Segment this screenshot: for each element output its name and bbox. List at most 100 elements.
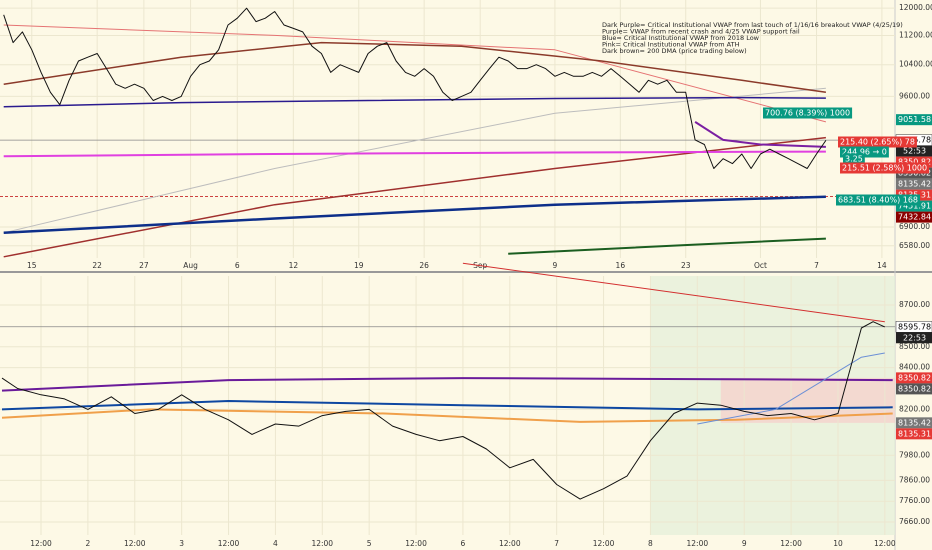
- y-tick-label: 8700.00: [899, 300, 930, 309]
- price-tag-label: 8135.42: [898, 418, 931, 427]
- x-tick-label: 19: [354, 261, 364, 270]
- x-tick-label: 12:00: [780, 539, 802, 548]
- y-tick-label: 9600.00: [899, 91, 930, 100]
- y-tick-label: 11200.00: [899, 30, 932, 39]
- series-line: [1, 377, 893, 392]
- y-tick-label: 8200.00: [899, 404, 930, 413]
- price-tag-label: 7451.91: [898, 202, 931, 211]
- price-tag: [896, 428, 932, 440]
- series-line: [3, 150, 826, 158]
- x-tick-label: 5: [367, 539, 372, 548]
- price-tag-label: 9051.58: [898, 115, 931, 124]
- price-tag: [896, 156, 932, 168]
- x-tick-label: 4: [273, 539, 278, 548]
- x-tick-label: 22: [92, 261, 102, 270]
- x-tick-label: 3: [179, 539, 184, 548]
- series-line: [1, 321, 886, 500]
- x-tick-label: 12:00: [499, 539, 521, 548]
- measure-box: [840, 146, 889, 158]
- y-tick-label: 7860.00: [899, 475, 930, 484]
- series-line: [1, 408, 893, 423]
- measure-label: 215.51 (2.58%) 1000: [842, 164, 927, 173]
- y-tick-label: 7980.00: [899, 450, 930, 459]
- price-tag: [896, 417, 932, 429]
- series-line: [694, 121, 826, 148]
- legend-line: Dark brown= 200 DMA (price trading below…: [602, 47, 747, 55]
- y-tick-label: 6900.00: [899, 222, 930, 231]
- price-tag-label: 8350.82: [898, 158, 931, 167]
- series-line: [1, 400, 893, 411]
- series-line: [508, 237, 826, 255]
- price-tag-label: 8350.82: [898, 373, 931, 382]
- y-tick-label: 7760.00: [899, 496, 930, 505]
- legend-line: Pink= Critical Institutional VWAP from A…: [602, 41, 740, 49]
- price-tag: [896, 178, 932, 190]
- x-tick-label: 15: [27, 261, 37, 270]
- measure-box: [843, 153, 865, 165]
- series-line: [3, 24, 827, 123]
- x-tick-label: 23: [681, 261, 691, 270]
- series-line: [3, 96, 826, 108]
- x-tick-label: 12:00: [593, 539, 615, 548]
- x-tick-label: 26: [419, 261, 429, 270]
- legend-line: Blue= Critical Institutional VWAP from 2…: [602, 34, 760, 42]
- price-tag-label: 8350.82: [898, 384, 931, 393]
- measure-box: [836, 194, 921, 206]
- measure-label: 3.25: [845, 155, 863, 164]
- x-tick-label: 12: [289, 261, 299, 270]
- price-tag-label: 8135.42: [898, 180, 931, 189]
- x-tick-label: Aug: [183, 261, 198, 270]
- measure-label: 683.51 (8.40%) 168: [838, 196, 918, 205]
- series-line: [3, 41, 827, 94]
- x-tick-label: 6: [235, 261, 240, 270]
- x-tick-label: 12:00: [30, 539, 52, 548]
- price-tag: [896, 383, 932, 395]
- price-tag: [896, 200, 932, 212]
- price-tag-label: 7432.84: [898, 213, 931, 222]
- price-tag: [896, 372, 932, 384]
- y-tick-label: 8400.00: [899, 363, 930, 372]
- y-tick-label: 12000.00: [899, 3, 932, 12]
- series-line: [3, 7, 827, 169]
- x-tick-label: 12:00: [218, 539, 240, 548]
- measure-label: 244.96 → 0: [842, 148, 887, 157]
- price-tag-label: 8595.78: [898, 322, 931, 331]
- price-tag: [896, 114, 932, 126]
- measure-box: [838, 136, 917, 148]
- x-tick-label: 6: [461, 539, 466, 548]
- x-tick-label: 10: [833, 539, 843, 548]
- x-tick-label: 9: [553, 261, 558, 270]
- x-tick-label: 12:00: [311, 539, 333, 548]
- x-tick-label: 27: [139, 261, 149, 270]
- measure-label: 215.40 (2.65%) 78: [840, 138, 915, 147]
- measure-box: [840, 162, 930, 174]
- countdown-label: 52:53: [903, 147, 926, 156]
- price-tag: [896, 211, 932, 223]
- x-tick-label: 9: [742, 539, 747, 548]
- y-tick-label: 10400.00: [899, 60, 932, 69]
- series-line: [3, 87, 826, 234]
- x-tick-label: 12:00: [687, 539, 709, 548]
- y-tick-label: 8500.00: [899, 342, 930, 351]
- x-tick-label: 12:00: [124, 539, 146, 548]
- x-tick-label: 2: [86, 539, 91, 548]
- x-tick-label: Oct: [754, 261, 767, 270]
- measure-box: [763, 107, 853, 119]
- countdown-tag: [896, 145, 932, 157]
- x-tick-label: 7: [554, 539, 559, 548]
- countdown-tag: [896, 332, 932, 344]
- price-tag-label: 8135.31: [898, 429, 931, 438]
- x-tick-label: 12:00: [405, 539, 427, 548]
- x-tick-label: 12:00: [874, 539, 896, 548]
- x-tick-label: 16: [616, 261, 626, 270]
- x-tick-label: 14: [877, 261, 887, 270]
- y-tick-label: 7660.00: [899, 517, 930, 526]
- y-tick-label: 6580.00: [899, 241, 930, 250]
- series-line: [697, 352, 885, 425]
- series-line: [3, 195, 826, 235]
- countdown-label: 22:53: [903, 333, 926, 342]
- x-tick-label: 8: [648, 539, 653, 548]
- legend-line: Dark Purple= Critical Institutional VWAP…: [602, 21, 903, 29]
- x-tick-label: 7: [814, 261, 819, 270]
